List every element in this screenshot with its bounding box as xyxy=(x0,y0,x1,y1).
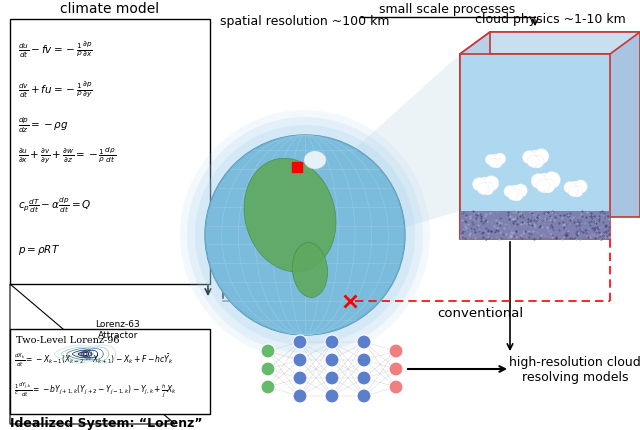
Circle shape xyxy=(389,344,403,358)
Circle shape xyxy=(507,186,523,202)
Circle shape xyxy=(568,186,579,197)
Circle shape xyxy=(522,151,536,165)
Circle shape xyxy=(492,159,502,169)
Circle shape xyxy=(357,389,371,403)
Text: small scale processes: small scale processes xyxy=(380,3,516,16)
Circle shape xyxy=(567,181,583,197)
FancyBboxPatch shape xyxy=(10,20,210,284)
Text: $\frac{dp}{dz} = -\rho g$: $\frac{dp}{dz} = -\rho g$ xyxy=(18,115,68,135)
Bar xyxy=(460,212,610,240)
Circle shape xyxy=(293,335,307,349)
Circle shape xyxy=(293,353,307,367)
Circle shape xyxy=(325,389,339,403)
Circle shape xyxy=(541,180,555,194)
Circle shape xyxy=(514,184,527,198)
Text: cloud physics ~1-10 km: cloud physics ~1-10 km xyxy=(475,13,625,26)
Circle shape xyxy=(293,371,307,385)
Circle shape xyxy=(574,180,588,194)
Circle shape xyxy=(564,182,576,194)
Circle shape xyxy=(484,176,499,191)
Ellipse shape xyxy=(304,152,326,169)
Circle shape xyxy=(325,371,339,385)
FancyBboxPatch shape xyxy=(10,329,210,414)
Text: high-resolution cloud
resolving models: high-resolution cloud resolving models xyxy=(509,355,640,383)
Circle shape xyxy=(531,156,544,169)
Polygon shape xyxy=(460,33,640,55)
Circle shape xyxy=(205,136,405,335)
Circle shape xyxy=(293,389,307,403)
Circle shape xyxy=(389,380,403,394)
Circle shape xyxy=(481,183,494,196)
Text: Two-Level Lorenz-96: Two-Level Lorenz-96 xyxy=(16,335,120,344)
Circle shape xyxy=(261,380,275,394)
Polygon shape xyxy=(320,55,460,246)
Polygon shape xyxy=(460,55,610,240)
Text: conventional: conventional xyxy=(437,306,523,319)
Text: Idealized System: “Lorenz”: Idealized System: “Lorenz” xyxy=(10,416,202,429)
Polygon shape xyxy=(460,33,490,240)
Circle shape xyxy=(261,362,275,376)
Circle shape xyxy=(535,174,555,194)
Ellipse shape xyxy=(292,243,328,298)
Text: parameterization: parameterization xyxy=(232,276,348,289)
Circle shape xyxy=(357,371,371,385)
Text: spatial resolution ~100 km: spatial resolution ~100 km xyxy=(220,15,390,28)
Circle shape xyxy=(187,118,423,353)
Text: $\frac{dv}{dt} + fu = -\frac{1}{\rho}\frac{\partial p}{\partial y}$: $\frac{dv}{dt} + fu = -\frac{1}{\rho}\fr… xyxy=(18,80,93,99)
Text: Lorenz-63
Attractor: Lorenz-63 Attractor xyxy=(95,319,140,339)
Circle shape xyxy=(389,362,403,376)
Circle shape xyxy=(527,156,539,168)
Text: $\frac{dX_k}{dt} = -X_{k-1}(X_{k-2} - X_{k+1}) - X_k + F - hc\bar{Y}_k$: $\frac{dX_k}{dt} = -X_{k-1}(X_{k-2} - X_… xyxy=(14,351,174,369)
Circle shape xyxy=(512,190,523,202)
Polygon shape xyxy=(490,33,640,218)
Text: $\frac{du}{dt} - fv = -\frac{1}{\rho}\frac{\partial p}{\partial x}$: $\frac{du}{dt} - fv = -\frac{1}{\rho}\fr… xyxy=(18,40,93,59)
Circle shape xyxy=(357,353,371,367)
Circle shape xyxy=(526,150,544,169)
Circle shape xyxy=(195,126,415,345)
Circle shape xyxy=(534,149,549,165)
Text: $\frac{1}{c}\frac{dY_{j,k}}{dt} = -bY_{j+1,k}(Y_{j+2} - Y_{j-1,k}) - Y_{j,k} + \: $\frac{1}{c}\frac{dY_{j,k}}{dt} = -bY_{j… xyxy=(14,379,177,398)
Circle shape xyxy=(357,335,371,349)
Circle shape xyxy=(325,353,339,367)
Circle shape xyxy=(325,335,339,349)
Text: climate model: climate model xyxy=(60,2,159,16)
Circle shape xyxy=(508,190,518,201)
Text: $\frac{\partial u}{\partial x} + \frac{\partial v}{\partial y} + \frac{\partial : $\frac{\partial u}{\partial x} + \frac{\… xyxy=(18,145,116,165)
Circle shape xyxy=(476,178,494,196)
Circle shape xyxy=(494,154,506,166)
Circle shape xyxy=(180,111,430,360)
Circle shape xyxy=(477,183,489,195)
Circle shape xyxy=(531,174,546,189)
Circle shape xyxy=(485,155,496,166)
Circle shape xyxy=(543,172,561,189)
Circle shape xyxy=(472,178,486,191)
Circle shape xyxy=(536,180,550,193)
Circle shape xyxy=(488,155,502,169)
Circle shape xyxy=(504,186,516,198)
Circle shape xyxy=(572,186,583,197)
Ellipse shape xyxy=(244,159,336,272)
Circle shape xyxy=(261,344,275,358)
Circle shape xyxy=(489,159,498,168)
Text: $p = \rho RT$: $p = \rho RT$ xyxy=(18,243,60,256)
Text: $c_p\frac{dT}{dt} - \alpha\frac{dp}{dt} = Q$: $c_p\frac{dT}{dt} - \alpha\frac{dp}{dt} … xyxy=(18,195,92,215)
